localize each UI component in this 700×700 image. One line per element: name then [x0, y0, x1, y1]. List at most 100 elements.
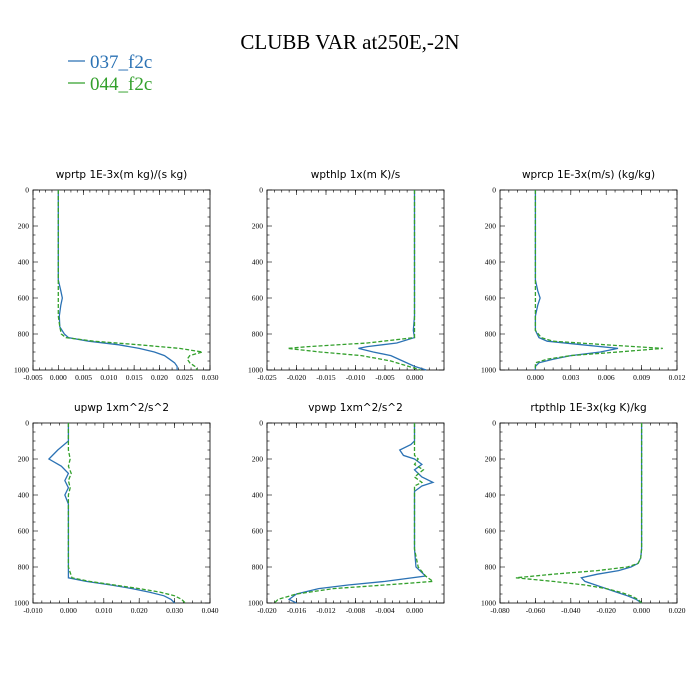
x-tick-label: 0.020: [151, 373, 168, 382]
x-tick-label: -0.012: [316, 606, 336, 615]
x-tick-label: 0.000: [50, 373, 67, 382]
x-tick-label: 0.000: [406, 373, 423, 382]
x-tick-label: 0.000: [406, 606, 423, 615]
x-tick-label: 0.010: [100, 373, 117, 382]
legend-label-037: 037_f2c: [90, 52, 152, 73]
panel-6: rtpthlp 1E-3x(kg K)/kg02004006008001000-…: [481, 402, 686, 615]
panel-title: wprcp 1E-3x(m/s) (kg/kg): [522, 169, 655, 181]
y-tick-label: 400: [18, 258, 30, 267]
panel-title: rtpthlp 1E-3x(kg K)/kg: [530, 402, 646, 414]
y-tick-label: 800: [18, 563, 30, 572]
series-line-037-f2c: [534, 190, 619, 370]
x-tick-label: -0.010: [346, 373, 366, 382]
y-tick-label: 200: [18, 455, 30, 464]
y-tick-label: 0: [25, 186, 29, 195]
y-tick-label: 200: [18, 222, 30, 231]
series-line-044-f2c: [57, 190, 203, 371]
y-tick-label: 800: [18, 330, 30, 339]
series-line-044-f2c: [287, 190, 421, 371]
x-tick-label: 0.010: [95, 606, 112, 615]
y-tick-label: 400: [485, 258, 497, 267]
y-tick-label: 1000: [481, 599, 496, 608]
x-tick-label: -0.016: [287, 606, 307, 615]
x-tick-label: -0.020: [257, 606, 277, 615]
x-tick-label: 0.020: [131, 606, 148, 615]
y-tick-label: 200: [485, 455, 497, 464]
y-tick-label: 1000: [14, 599, 29, 608]
x-tick-label: -0.060: [526, 606, 546, 615]
y-tick-label: 0: [492, 419, 496, 428]
panel-title: wpthlp 1x(m K)/s: [311, 169, 401, 181]
x-tick-label: -0.020: [287, 373, 307, 382]
y-tick-label: 0: [25, 419, 29, 428]
y-tick-label: 1000: [14, 366, 29, 375]
y-tick-label: 400: [18, 491, 30, 500]
x-tick-label: 0.005: [75, 373, 92, 382]
y-tick-label: 800: [485, 563, 497, 572]
x-tick-label: -0.004: [375, 606, 395, 615]
plot-frame: [32, 422, 211, 604]
y-tick-label: 0: [492, 186, 496, 195]
y-tick-label: 600: [485, 294, 497, 303]
x-tick-label: -0.080: [490, 606, 510, 615]
y-tick-label: 600: [252, 527, 264, 536]
y-tick-label: 400: [485, 491, 497, 500]
y-tick-label: 200: [252, 222, 264, 231]
x-tick-label: -0.025: [257, 373, 277, 382]
panel-4: upwp 1xm^2/s^2 0 200 400 600 800 1000-0.010 0.0…: [14, 402, 219, 615]
series-line-044-f2c: [273, 423, 435, 604]
x-tick-label: 0.003: [562, 373, 579, 382]
y-tick-label: 1000: [248, 366, 263, 375]
x-tick-label: 0.006: [598, 373, 615, 382]
y-tick-label: 1000: [248, 599, 263, 608]
series-line-044-f2c: [515, 423, 643, 604]
panels: wprtp 1E-3x(m kg)/(s kg) 0 200 400 600 800 100…: [14, 169, 686, 615]
panel-1: wprtp 1E-3x(m kg)/(s kg) 0 200 400 600 800 100…: [14, 169, 219, 382]
x-tick-label: 0.009: [633, 373, 650, 382]
x-tick-label: -0.015: [316, 373, 336, 382]
series-line-044-f2c: [534, 190, 663, 370]
x-tick-label: 0.000: [60, 606, 77, 615]
x-tick-label: -0.005: [23, 373, 43, 382]
x-tick-label: -0.010: [23, 606, 43, 615]
y-tick-label: 200: [485, 222, 497, 231]
series-line-037-f2c: [47, 423, 176, 604]
x-tick-label: -0.005: [375, 373, 395, 382]
panel-5: vpwp 1xm^2/s^2 0 200 400 600 800 1000-0.020 -0.…: [248, 402, 445, 615]
legend: 037_f2c 044_f2c: [68, 52, 152, 95]
x-tick-label: -0.020: [597, 606, 617, 615]
x-tick-label: 0.040: [202, 606, 219, 615]
series-line-037-f2c: [287, 423, 435, 604]
legend-label-044: 044_f2c: [90, 74, 152, 95]
x-tick-label: 0.030: [166, 606, 183, 615]
x-tick-label: -0.008: [346, 606, 366, 615]
plot-frame: [266, 189, 445, 371]
y-tick-label: 1000: [481, 366, 496, 375]
x-tick-label: 0.012: [669, 373, 686, 382]
y-tick-label: 400: [252, 258, 264, 267]
y-tick-label: 800: [485, 330, 497, 339]
panel-title: vpwp 1xm^2/s^2: [308, 402, 403, 414]
y-tick-label: 600: [252, 294, 264, 303]
y-tick-label: 600: [18, 527, 30, 536]
y-tick-label: 200: [252, 455, 264, 464]
panel-2: wpthlp 1x(m K)/s 0 200 400 600 800 1000-0.025 -…: [248, 169, 445, 382]
series-line-044-f2c: [67, 423, 186, 604]
panel-title: upwp 1xm^2/s^2: [74, 402, 169, 414]
plot-frame: [499, 189, 678, 371]
x-tick-label: 0.000: [527, 373, 544, 382]
series-line-037-f2c: [580, 423, 643, 604]
y-tick-label: 600: [18, 294, 30, 303]
panel-title: wprtp 1E-3x(m kg)/(s kg): [56, 169, 187, 181]
y-tick-label: 800: [252, 563, 264, 572]
y-tick-label: 800: [252, 330, 264, 339]
y-tick-label: 600: [485, 527, 497, 536]
y-tick-label: 0: [259, 186, 263, 195]
x-tick-label: -0.040: [561, 606, 581, 615]
x-tick-label: 0.030: [202, 373, 219, 382]
panel-3: wprcp 1E-3x(m/s) (kg/kg) 0 200 400 600 800 100…: [481, 169, 686, 382]
x-tick-label: 0.025: [176, 373, 193, 382]
y-tick-label: 0: [259, 419, 263, 428]
y-tick-label: 400: [252, 491, 264, 500]
